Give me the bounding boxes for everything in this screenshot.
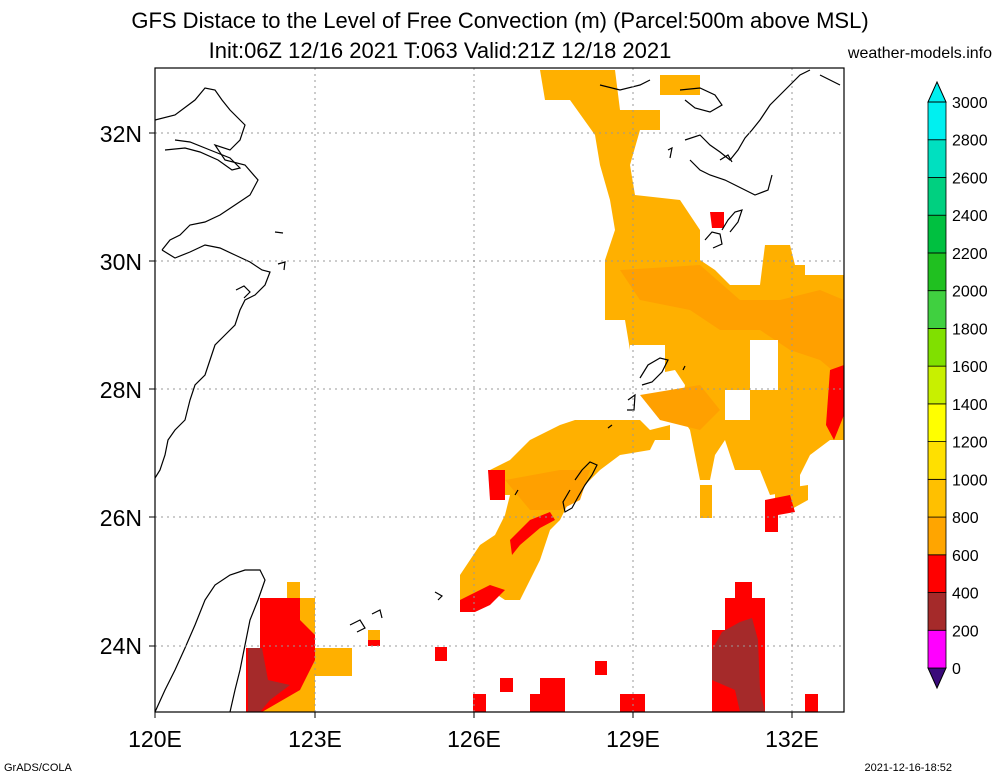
colorbar-label: 2400 bbox=[952, 208, 988, 225]
colorbar-bin bbox=[927, 478, 947, 518]
lat-label: 32N bbox=[100, 121, 142, 147]
lon-label: 123E bbox=[288, 726, 342, 752]
map-frame bbox=[154, 67, 845, 713]
colorbar-label: 1800 bbox=[952, 321, 988, 338]
colorbar-bin bbox=[927, 516, 947, 556]
map-panel bbox=[155, 68, 844, 712]
lat-label: 30N bbox=[100, 249, 142, 275]
colorbar-label: 800 bbox=[952, 510, 979, 527]
lon-label: 129E bbox=[606, 726, 660, 752]
field-gaps bbox=[630, 130, 778, 420]
colorbar-label: 400 bbox=[952, 586, 979, 603]
gridlines bbox=[155, 68, 844, 712]
colorbar-bin bbox=[927, 101, 947, 141]
colorbar-label: 0 bbox=[952, 661, 961, 678]
colorbar-bin bbox=[927, 177, 947, 216]
axis-ticks bbox=[149, 132, 793, 718]
chart-subtitle: Init:06Z 12/16 2021 T:063 Valid:21Z 12/1… bbox=[208, 38, 672, 63]
footer-credit: GrADS/COLA bbox=[4, 762, 72, 774]
field-orange-deep bbox=[505, 265, 844, 510]
colorbar-label: 1600 bbox=[952, 359, 988, 376]
colorbar-bin bbox=[927, 629, 947, 669]
field-brown bbox=[248, 618, 765, 712]
colorbar-label: 200 bbox=[952, 623, 979, 640]
lon-label: 126E bbox=[447, 726, 501, 752]
colorbar-min-cap bbox=[927, 667, 947, 690]
colorbar-label: 600 bbox=[952, 548, 979, 565]
chart-title: GFS Distace to the Level of Free Convect… bbox=[131, 8, 869, 33]
colorbar-bin bbox=[927, 441, 947, 480]
colorbar-bin bbox=[927, 252, 947, 292]
site-credit: weather-models.info bbox=[847, 45, 992, 62]
colorbar-label: 2800 bbox=[952, 133, 988, 150]
footer-timestamp: 2021-12-16-18:52 bbox=[864, 762, 952, 774]
colorbar-label: 2600 bbox=[952, 170, 988, 187]
colorbar-bin bbox=[927, 554, 947, 593]
colorbar-label: 3000 bbox=[952, 95, 988, 112]
lon-label: 120E bbox=[128, 726, 182, 752]
colorbar-max-cap bbox=[927, 80, 947, 103]
colorbar-bin bbox=[927, 403, 947, 443]
colorbar-label: 2000 bbox=[952, 284, 988, 301]
colorbar-label: 1000 bbox=[952, 472, 988, 489]
lon-label: 132E bbox=[765, 726, 819, 752]
colorbar: 0 200 400 600 800 1000 1200 1400 1600 1800 2000 220… bbox=[927, 80, 988, 690]
lat-label: 28N bbox=[100, 377, 142, 403]
colorbar-bin bbox=[927, 214, 947, 254]
colorbar-label: 2200 bbox=[952, 246, 988, 263]
colorbar-label: 1400 bbox=[952, 397, 988, 414]
colorbar-bin bbox=[927, 290, 947, 329]
colorbar-bin bbox=[927, 592, 947, 631]
lat-label: 24N bbox=[100, 633, 142, 659]
colorbar-bin bbox=[927, 327, 947, 367]
colorbar-bin bbox=[927, 365, 947, 405]
lat-label: 26N bbox=[100, 505, 142, 531]
colorbar-bin bbox=[927, 139, 947, 178]
colorbar-label: 1200 bbox=[952, 435, 988, 452]
coastlines bbox=[155, 69, 841, 712]
